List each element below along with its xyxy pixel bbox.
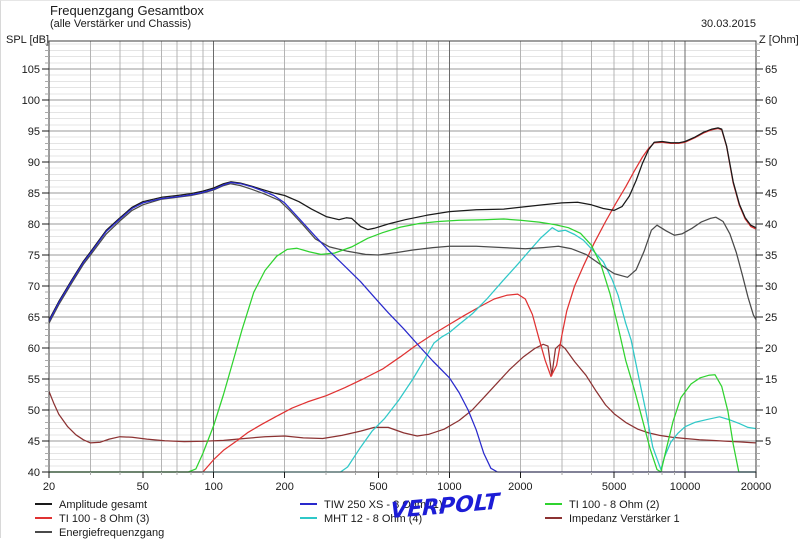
spl-tick-label: 65: [28, 312, 40, 324]
spl-tick-label: 75: [28, 250, 40, 262]
legend-line-energie: [35, 531, 52, 534]
freq-tick-label: 2000: [508, 481, 532, 493]
legend-item-amplitude: Amplitude gesamt: [35, 498, 147, 512]
legend-item-ti100_3: TI 100 - 8 Ohm (3): [35, 512, 149, 526]
z-tick-label: 45: [765, 188, 777, 200]
legend-line-impedanz: [545, 517, 562, 520]
spl-tick-label: 40: [28, 467, 40, 479]
freq-tick-label: 200: [275, 481, 293, 493]
freq-tick-label: 20000: [741, 481, 772, 493]
page-title: Frequenzgang Gesamtbox: [50, 3, 204, 18]
spl-tick-label: 80: [28, 219, 40, 231]
right-axis-title: Z [Ohm]: [759, 34, 799, 46]
legend-label: TIW 250 XS - 8 Ohm (1): [324, 499, 443, 512]
legend-item-mht12: MHT 12 - 8 Ohm (4): [300, 512, 422, 526]
freq-tick-label: 5000: [602, 481, 626, 493]
legend-line-ti100_3: [35, 517, 52, 520]
z-tick-label: 10: [765, 405, 777, 417]
legend-line-amplitude: [35, 503, 52, 506]
date-label: 30.03.2015: [700, 18, 756, 30]
curve-impedanz: [48, 343, 757, 444]
z-tick-label: 65: [765, 64, 777, 76]
spl-tick-label: 70: [28, 281, 40, 293]
spl-tick-label: 105: [22, 64, 40, 76]
z-tick-label: 25: [765, 312, 777, 324]
freq-tick-label: 100: [205, 481, 223, 493]
freq-tick-label: 10000: [670, 481, 701, 493]
spl-tick-label: 85: [28, 188, 40, 200]
z-tick-label: 30: [765, 281, 777, 293]
spl-tick-label: 95: [28, 126, 40, 138]
legend-line-ti100_2: [545, 503, 562, 506]
legend-label: TI 100 - 8 Ohm (2): [569, 499, 660, 512]
z-tick-label: 60: [765, 95, 777, 107]
curve-mht12: [48, 227, 757, 473]
legend-item-tiw250: TIW 250 XS - 8 Ohm (1): [300, 498, 443, 512]
curve-amplitude: [48, 127, 757, 321]
legend-label: Amplitude gesamt: [59, 499, 148, 512]
legend-label: MHT 12 - 8 Ohm (4): [324, 513, 423, 526]
spl-tick-label: 100: [22, 95, 40, 107]
legend-item-impedanz: Impedanz Verstärker 1: [545, 512, 680, 526]
z-tick-label: 20: [765, 343, 777, 355]
freq-tick-label: 50: [137, 481, 149, 493]
legend-line-mht12: [300, 517, 317, 520]
curve-ti100_3: [48, 127, 757, 473]
legend-line-tiw250: [300, 503, 317, 506]
axis-ticks-and-labels: 1051009590858075706560555045406560555045…: [22, 43, 777, 493]
curve-energie: [48, 183, 757, 324]
spl-tick-label: 45: [28, 436, 40, 448]
gridlines: [49, 41, 756, 472]
left-axis-title: SPL [dB]: [6, 34, 50, 46]
spl-tick-label: 90: [28, 157, 40, 169]
page-subtitle: (alle Verstärker und Chassis): [50, 18, 192, 30]
plot-frame: [48, 40, 757, 473]
z-tick-label: 15: [765, 374, 777, 386]
spl-tick-label: 55: [28, 374, 40, 386]
curve-tiw250: [48, 181, 757, 473]
legend-label: Energiefrequenzgang: [59, 527, 165, 540]
freq-tick-label: 1000: [437, 481, 461, 493]
spl-tick-label: 60: [28, 343, 40, 355]
z-tick-label: 40: [765, 219, 777, 231]
series-curves: [48, 127, 757, 473]
freq-tick-label: 20: [43, 481, 55, 493]
legend-label: TI 100 - 8 Ohm (3): [59, 513, 150, 526]
legend-label: Impedanz Verstärker 1: [569, 513, 680, 526]
z-tick-label: 50: [765, 157, 777, 169]
legend-item-energie: Energiefrequenzgang: [35, 526, 164, 540]
z-tick-label: 35: [765, 250, 777, 262]
z-tick-label: 55: [765, 126, 777, 138]
freq-tick-label: 500: [369, 481, 387, 493]
legend-item-ti100_2: TI 100 - 8 Ohm (2): [545, 498, 659, 512]
curve-ti100_2: [48, 218, 757, 473]
z-tick-label: 5: [765, 436, 771, 448]
spl-tick-label: 50: [28, 405, 40, 417]
